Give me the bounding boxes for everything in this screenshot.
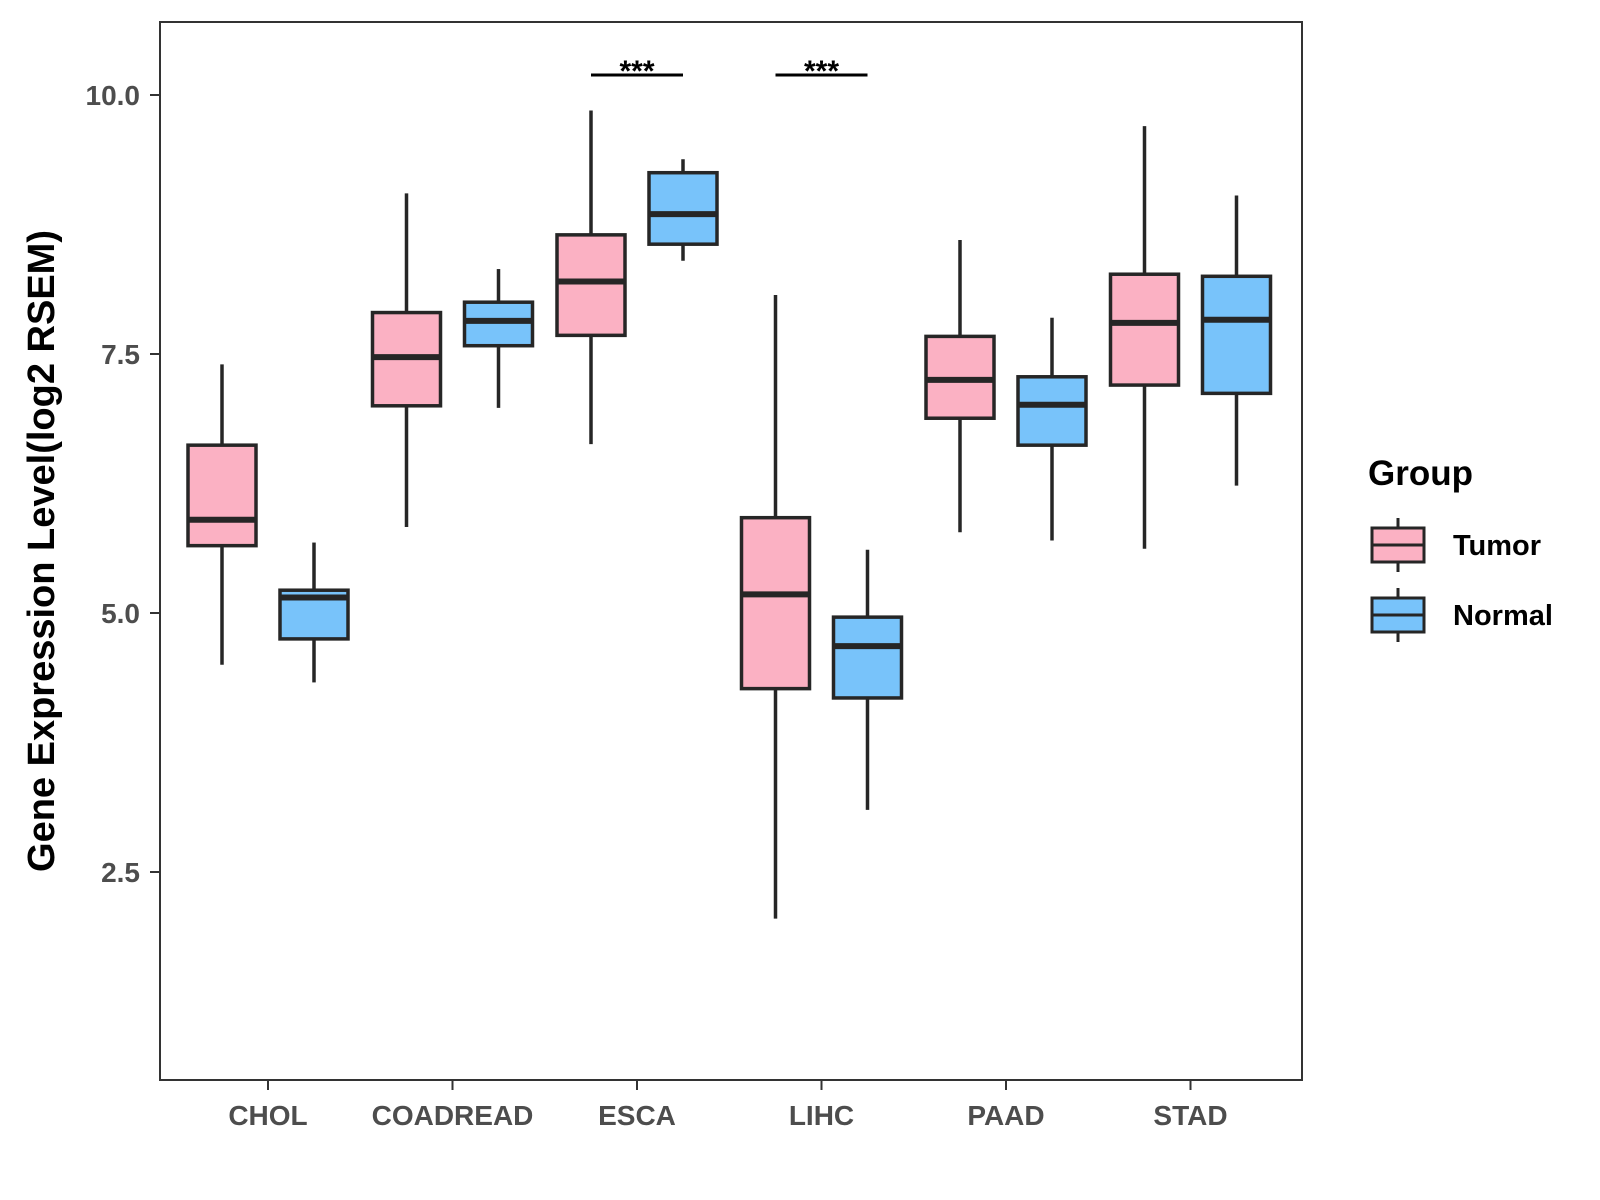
y-tick-label: 2.5	[101, 857, 140, 888]
box-normal-chol	[278, 542, 350, 683]
box-tumor-lihc	[739, 294, 812, 919]
plot-area: *** ***	[186, 55, 1273, 919]
box-normal-esca	[647, 159, 719, 261]
box-body	[186, 443, 258, 548]
box-body	[462, 300, 535, 348]
box-body	[647, 170, 719, 246]
legend: Group Tumor Normal	[1368, 454, 1553, 642]
box-normal-stad	[1200, 195, 1273, 486]
legend-label: Normal	[1453, 600, 1553, 632]
x-tick-label: CHOL	[228, 1100, 307, 1131]
significance-label: ***	[619, 55, 654, 88]
box-tumor-paad	[924, 240, 996, 533]
x-axis: CHOL COADREAD ESCA LIHC PAAD STAD	[228, 1080, 1228, 1131]
y-tick-label: 10.0	[86, 80, 141, 111]
box-tumor-stad	[1108, 126, 1181, 549]
legend-title: Group	[1368, 454, 1473, 493]
legend-item-normal: Normal	[1370, 588, 1553, 642]
box-body	[739, 515, 812, 691]
box-normal-paad	[1016, 317, 1088, 541]
x-tick-label: PAAD	[967, 1100, 1044, 1131]
x-tick-label: COADREAD	[372, 1100, 534, 1131]
legend-label: Tumor	[1453, 530, 1541, 562]
significance-label: ***	[804, 55, 839, 88]
box-normal-coadread	[462, 269, 535, 408]
significance-esca: ***	[591, 55, 683, 88]
box-tumor-chol	[186, 364, 258, 665]
y-axis-title: Gene Expression Level(log2 RSEM)	[21, 230, 63, 872]
significance-lihc: ***	[775, 55, 868, 88]
box-body	[831, 615, 904, 700]
x-tick-label: LIHC	[789, 1100, 854, 1131]
box-body	[1200, 274, 1273, 396]
box-body	[1016, 375, 1088, 447]
y-tick-label: 7.5	[101, 339, 140, 370]
box-body	[555, 233, 627, 338]
x-tick-label: STAD	[1153, 1100, 1227, 1131]
y-tick-label: 5.0	[101, 598, 140, 629]
box-body	[1108, 272, 1181, 387]
plot-panel-border	[159, 21, 1303, 1081]
box-normal-lihc	[831, 549, 904, 810]
box-tumor-coadread	[370, 193, 443, 528]
y-axis: 2.5 5.0 7.5 10.0	[86, 80, 160, 888]
x-tick-label: ESCA	[598, 1100, 676, 1131]
legend-item-tumor: Tumor	[1370, 518, 1541, 572]
box-tumor-esca	[555, 110, 627, 445]
